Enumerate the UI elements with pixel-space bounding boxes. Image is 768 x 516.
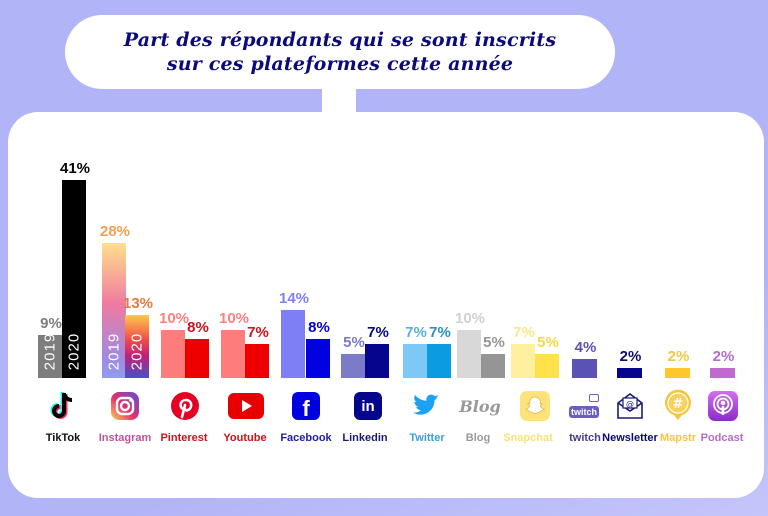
bar-instagram-2020: 2020 [125,315,149,378]
value-label-snapchat-2020: 5% [537,334,559,351]
bar-pinterest-2019 [161,330,185,378]
value-label-blog-2019: 10% [454,310,486,327]
decor-band-right [356,89,768,111]
twitter-icon [410,390,442,422]
value-label-twitter-2020: 7% [429,324,451,341]
value-label-pinterest-2020: 8% [187,319,209,336]
label-podcast: Podcast [700,432,744,444]
label-blog: Blog [465,432,491,444]
svg-text:#: # [673,397,684,412]
bar-twitch-2020 [572,359,597,378]
value-label-twitch-2020: 4% [574,339,597,356]
chart-title-line-2: sur ces plateformes cette année [166,53,514,75]
label-instagram: Instagram [98,432,152,444]
bar-blog-2019 [457,330,481,378]
value-label-youtube-2020: 7% [247,324,269,341]
bar-blog-2020 [481,354,505,378]
value-label-linkedin-2019: 5% [343,334,365,351]
instagram-icon [109,390,141,422]
chart-panel [8,112,764,498]
value-label-instagram-2019: 28% [99,223,131,240]
year-label-2020: 2020 [65,332,83,371]
mapstr-icon: # [662,389,694,422]
value-label-snapchat-2019: 7% [513,324,535,341]
bar-instagram-2019: 2019 [102,243,126,378]
bar-tiktok-2019: 2019 [38,332,62,378]
bar-twitter-2019 [403,344,427,378]
year-label-2019: 2019 [105,332,123,371]
title-bubble: Part des répondants qui se sont inscrits… [65,15,615,89]
label-facebook: Facebook [280,432,332,444]
bar-linkedin-2020 [365,344,389,378]
bar-youtube-2019 [221,330,245,378]
bar-snapchat-2019 [511,344,535,378]
value-label-twitter-2019: 7% [405,324,427,341]
year-label-2019: 2019 [41,332,59,371]
label-snapchat: Snapchat [503,432,553,444]
label-linkedin: Linkedin [342,432,388,444]
youtube-icon [228,390,264,422]
bar-snapchat-2020 [535,354,559,378]
label-mapstr: Mapstr [659,432,697,444]
svg-text:@: @ [626,400,634,409]
bar-youtube-2020 [245,344,269,378]
label-tiktok: TikTok [45,432,81,444]
bar-twitter-2020 [427,344,451,378]
snapchat-icon [519,390,551,422]
value-label-newsletter-2020: 2% [619,348,642,365]
value-label-youtube-2019: 10% [218,310,250,327]
value-label-linkedin-2020: 7% [367,324,389,341]
decor-band-left [0,89,322,111]
bar-pinterest-2020 [185,339,209,378]
bar-facebook-2020 [306,339,330,378]
value-label-blog-2020: 5% [483,334,505,351]
value-label-mapstr-2020: 2% [667,348,690,365]
blog-icon: Blog [459,396,501,416]
value-label-pinterest-2019: 10% [158,310,190,327]
label-twitter: Twitter [409,432,445,444]
bar-newsletter-2020 [617,368,642,378]
label-newsletter: Newsletter [602,432,658,444]
pinterest-icon [169,390,201,422]
value-label-facebook-2019: 14% [278,290,310,307]
value-label-tiktok-2019: 9% [40,315,62,332]
label-youtube: Youtube [223,432,267,444]
value-label-facebook-2020: 8% [308,319,330,336]
twitch-icon: twitch [569,390,603,422]
bar-facebook-2019 [281,310,305,378]
linkedin-icon: in [352,390,384,422]
bar-tiktok-2020: 2020 [62,180,86,378]
value-label-podcast-2020: 2% [712,348,735,365]
bar-linkedin-2019 [341,354,365,378]
bar-mapstr-2020 [665,368,690,378]
newsletter-icon: @ [614,390,646,422]
bar-podcast-2020 [710,368,735,378]
value-label-instagram-2020: 13% [122,295,154,312]
value-label-tiktok-2020: 41% [59,160,91,177]
year-label-2020: 2020 [128,332,146,371]
podcast-icon [707,390,739,422]
label-twitch: twitch [569,432,601,444]
label-pinterest: Pinterest [160,432,208,444]
facebook-icon: f [290,390,322,422]
chart-title-line-1: Part des répondants qui se sont inscrits [123,29,557,51]
tiktok-icon [47,390,79,422]
bubble-stem [322,86,356,116]
